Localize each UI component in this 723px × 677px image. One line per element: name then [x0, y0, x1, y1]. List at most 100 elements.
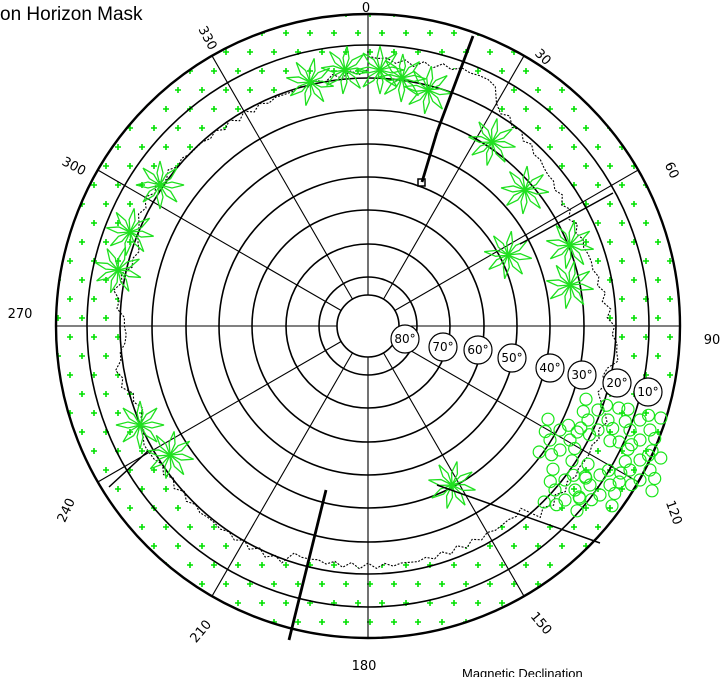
sky-plus-mark — [547, 30, 553, 36]
sky-plus-mark — [607, 619, 613, 625]
sky-plus-mark — [691, 524, 697, 530]
azimuth-spoke — [97, 341, 342, 483]
bush-icon — [532, 412, 588, 468]
sky-plus-mark — [103, 201, 109, 207]
sky-plus-mark — [667, 600, 673, 606]
sky-plus-mark — [691, 106, 697, 112]
sky-plus-mark — [283, 68, 289, 74]
tree-icon — [146, 431, 194, 479]
sky-plus-mark — [67, 182, 73, 188]
sky-plus-mark — [235, 106, 241, 112]
sky-plus-mark — [151, 87, 157, 93]
sky-plus-mark — [679, 201, 680, 207]
sky-plus-mark — [56, 429, 61, 435]
tree-icon — [428, 461, 476, 509]
azimuth-spoke — [211, 352, 353, 597]
sky-plus-mark — [67, 334, 73, 340]
sky-plus-mark — [643, 258, 649, 264]
sky-plus-mark — [67, 106, 73, 112]
altitude-label: 20° — [602, 368, 632, 398]
sky-plus-mark — [211, 600, 217, 606]
sky-plus-mark — [67, 68, 73, 74]
sky-plus-mark — [559, 87, 565, 93]
azimuth-spoke — [394, 169, 639, 311]
tree-icon — [500, 165, 550, 215]
sky-plus-mark — [91, 410, 97, 416]
sky-plus-mark — [199, 87, 205, 93]
sky-plus-mark — [67, 30, 73, 36]
sky-plus-mark — [583, 87, 589, 93]
sky-plus-mark — [619, 600, 625, 606]
sky-plus-mark — [175, 125, 181, 131]
sky-plus-mark — [619, 258, 625, 264]
sky-plus-mark — [139, 562, 145, 568]
sky-plus-mark — [187, 600, 193, 606]
sky-plus-mark — [91, 524, 97, 530]
sky-plus-mark — [391, 49, 397, 55]
sky-plus-mark — [631, 125, 637, 131]
sky-plus-mark — [679, 429, 680, 435]
bush-icon — [537, 462, 593, 518]
sky-plus-mark — [91, 448, 97, 454]
sky-plus-mark — [571, 30, 577, 36]
sky-plus-mark — [607, 201, 613, 207]
sky-plus-mark — [655, 505, 661, 511]
sky-plus-mark — [691, 638, 697, 644]
sky-plus-mark — [691, 258, 697, 264]
sky-plus-mark — [115, 144, 121, 150]
sky-plus-mark — [211, 524, 217, 530]
sky-plus-mark — [619, 524, 625, 530]
sky-plus-mark — [115, 638, 121, 644]
sky-plus-mark — [619, 106, 625, 112]
sky-plus-mark — [595, 562, 601, 568]
sky-plus-mark — [427, 600, 433, 606]
sky-plus-mark — [139, 600, 145, 606]
sky-plus-mark — [691, 334, 697, 340]
sky-plus-mark — [619, 68, 625, 74]
sky-plus-mark — [175, 581, 181, 587]
sky-plus-mark — [343, 619, 349, 625]
sky-plus-mark — [523, 30, 529, 36]
azimuth-label: 30 — [531, 46, 553, 68]
sky-plus-mark — [343, 581, 349, 587]
sky-plus-mark — [103, 125, 109, 131]
sky-plus-mark — [475, 562, 481, 568]
sky-plus-mark — [67, 144, 73, 150]
sky-plus-mark — [667, 334, 673, 340]
sky-plus-mark — [163, 638, 169, 644]
sky-plus-mark — [463, 14, 469, 17]
sky-plus-mark — [127, 201, 133, 207]
sky-plus-mark — [79, 619, 85, 625]
sky-plus-mark — [643, 68, 649, 74]
sky-plus-mark — [91, 296, 97, 302]
altitude-label: 80° — [390, 324, 420, 354]
sky-plus-mark — [103, 277, 109, 283]
tree-icon — [483, 230, 533, 280]
sky-plus-mark — [679, 125, 680, 131]
sky-plus-mark — [643, 562, 649, 568]
sky-plus-mark — [223, 619, 229, 625]
sky-plus-mark — [271, 87, 277, 93]
sky-plus-mark — [211, 638, 217, 644]
sky-plus-mark — [595, 106, 601, 112]
azimuth-label: 90 — [704, 333, 721, 348]
sky-plus-mark — [247, 49, 253, 55]
sky-plus-mark — [619, 30, 625, 36]
sky-plus-mark — [691, 296, 697, 302]
sky-plus-mark — [631, 505, 637, 511]
sky-plus-mark — [667, 106, 673, 112]
sky-plus-mark — [271, 49, 277, 55]
sky-plus-mark — [91, 562, 97, 568]
sky-plus-mark — [667, 144, 673, 150]
sky-plus-mark — [199, 14, 205, 17]
sky-plus-mark — [151, 125, 157, 131]
altitude-label: 30° — [567, 360, 597, 390]
sky-plus-mark — [595, 220, 601, 226]
sky-plus-mark — [487, 49, 493, 55]
sky-plus-mark — [655, 163, 661, 169]
sky-plus-mark — [559, 619, 565, 625]
sky-plus-mark — [103, 49, 109, 55]
sky-plus-mark — [79, 581, 85, 587]
sky-plus-mark — [667, 486, 673, 492]
sky-plus-mark — [379, 30, 385, 36]
